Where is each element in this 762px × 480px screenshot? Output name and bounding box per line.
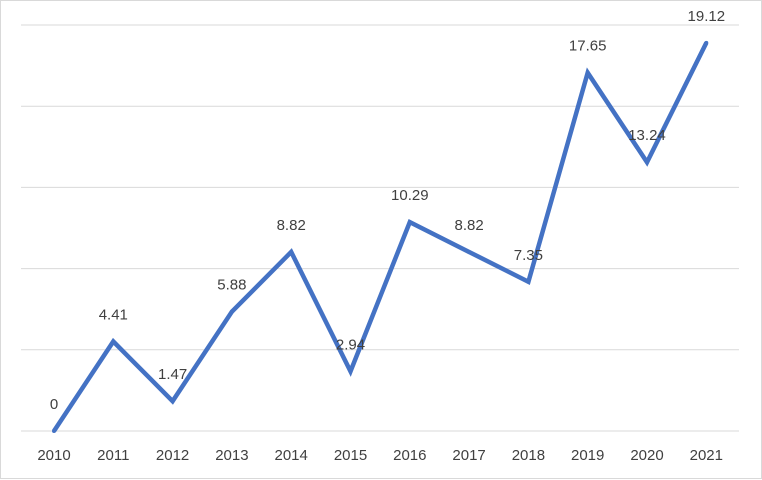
data-labels: 0 4.41 1.47 5.88 8.82 2.94 10.29 8.82 7.35 17.65 1…: [50, 8, 725, 413]
x-tick-labels: 2010 2011 2012 2013 2014 2015 2016 2017 2018 2019…: [37, 447, 723, 464]
data-point-2019: [585, 70, 590, 75]
x-tick-2018: 2018: [512, 447, 545, 464]
data-label-2016: 10.29: [391, 187, 429, 204]
data-point-2012: [170, 399, 175, 404]
x-tick-2021: 2021: [690, 447, 723, 464]
data-label-2019: 17.65: [569, 38, 607, 55]
data-point-2013: [229, 309, 234, 314]
data-label-2020: 13.24: [628, 127, 666, 144]
data-point-2016: [407, 220, 412, 225]
gridlines: [21, 24, 739, 432]
data-label-2010: 0: [50, 396, 58, 413]
data-label-2021: 19.12: [688, 8, 726, 25]
data-label-2018: 7.35: [514, 247, 543, 264]
x-tick-2015: 2015: [334, 447, 367, 464]
x-tick-2014: 2014: [275, 447, 308, 464]
data-label-2015: 2.94: [336, 336, 365, 353]
data-point-2017: [467, 249, 472, 254]
data-point-2021: [704, 40, 709, 45]
x-tick-2019: 2019: [571, 447, 604, 464]
data-point-2020: [645, 160, 649, 165]
data-label-2014: 8.82: [277, 217, 306, 234]
data-label-2011: 4.41: [99, 306, 128, 323]
data-label-2017: 8.82: [454, 217, 483, 234]
data-point-2015: [348, 369, 353, 374]
x-tick-2012: 2012: [156, 447, 189, 464]
x-tick-2011: 2011: [97, 447, 129, 464]
data-point-2011: [111, 339, 116, 344]
data-label-2013: 5.88: [217, 277, 246, 294]
data-point-2018: [526, 279, 531, 284]
x-tick-2016: 2016: [393, 447, 426, 464]
x-tick-2013: 2013: [215, 447, 248, 464]
x-tick-2017: 2017: [452, 447, 485, 464]
series-line: [52, 41, 709, 433]
data-label-2012: 1.47: [158, 366, 187, 383]
x-tick-2020: 2020: [630, 447, 663, 464]
data-point-2014: [289, 249, 294, 254]
x-tick-2010: 2010: [37, 447, 70, 464]
data-point-2010: [52, 429, 56, 433]
series-group: [52, 40, 709, 433]
